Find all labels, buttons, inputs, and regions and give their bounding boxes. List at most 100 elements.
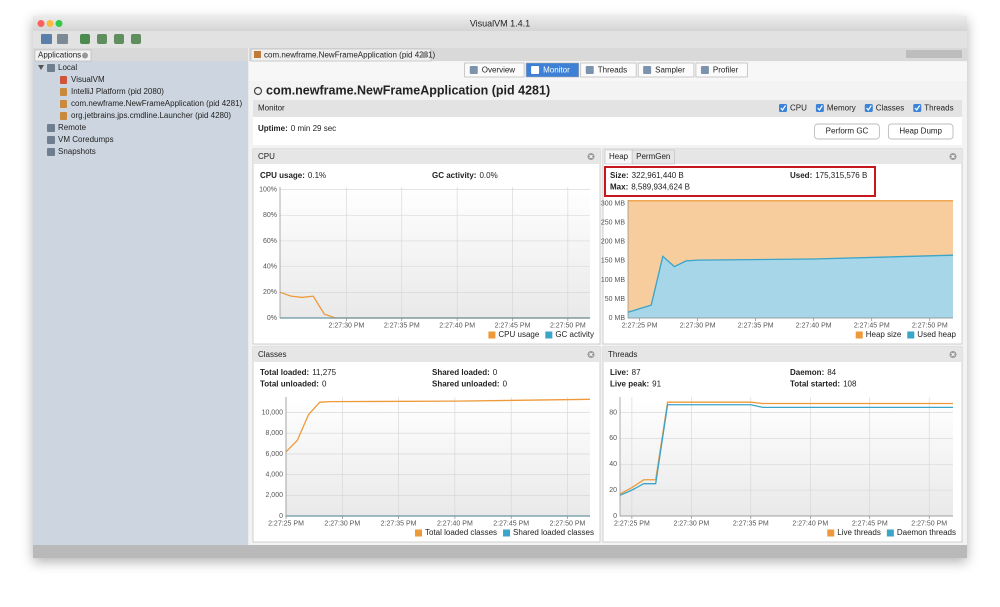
x-tick-label: 2:27:50 PM [912, 322, 948, 329]
x-tick-label: 2:27:35 PM [733, 520, 769, 527]
view-tab[interactable] [637, 62, 695, 78]
tree-item[interactable]: org.jetbrains.jps.cmdline.Launcher (pid … [71, 111, 231, 120]
x-tick-label: 2:27:50 PM [911, 520, 947, 527]
tab-close[interactable] [421, 52, 427, 58]
stat-value: 84 [827, 368, 836, 377]
y-tick-label: 100 MB [601, 277, 625, 284]
button-label[interactable]: Heap Dump [899, 127, 942, 136]
legend-label: GC activity [555, 330, 594, 339]
tree-item[interactable]: VM Coredumps [58, 135, 114, 144]
legend-swatch [907, 331, 915, 339]
toolbar-icon[interactable] [80, 34, 90, 44]
highlight-box [604, 166, 876, 197]
tree-item[interactable]: IntelliJ Platform (pid 2080) [71, 87, 164, 96]
tree-item[interactable]: Snapshots [58, 147, 96, 156]
x-tick-label: 2:27:30 PM [329, 322, 365, 329]
checkbox-label[interactable]: Memory [827, 104, 856, 113]
axis [627, 200, 953, 319]
x-tick-label: 2:27:40 PM [437, 520, 473, 527]
y-tick-label: 40% [263, 263, 277, 270]
legend-label: Used heap [917, 330, 956, 339]
view-tab-label[interactable]: Threads [598, 66, 627, 75]
status-bar [33, 545, 967, 558]
button[interactable] [814, 123, 880, 140]
checkbox[interactable] [913, 104, 922, 112]
title-bar [33, 16, 967, 31]
tree-item[interactable]: Local [58, 63, 77, 72]
toolbar-icon[interactable] [41, 34, 52, 44]
toolbar-icon[interactable] [97, 34, 107, 44]
sidebar-tab-label[interactable]: Applications [38, 51, 81, 60]
tree-toggle[interactable] [38, 65, 44, 70]
view-tab-label[interactable]: Sampler [655, 66, 685, 75]
x-tick-label: 2:27:35 PM [381, 520, 417, 527]
button-label[interactable]: Perform GC [826, 127, 869, 136]
view-tab-label[interactable]: Profiler [713, 66, 739, 75]
view-tab-label[interactable]: Overview [482, 66, 516, 75]
checkbox[interactable] [864, 104, 873, 112]
x-tick-label: 2:27:25 PM [622, 322, 658, 329]
checkmark [914, 105, 921, 111]
view-tab-label[interactable]: Monitor [543, 66, 570, 75]
stat-value: 0 [322, 380, 327, 389]
y-tick-label: 150 MB [601, 258, 625, 265]
toolbar-icon[interactable] [114, 34, 124, 44]
x-tick-label: 2:27:40 PM [439, 322, 475, 329]
close-button[interactable] [37, 20, 45, 27]
axis [619, 397, 953, 517]
window-title: VisualVM 1.4.1 [470, 18, 530, 28]
checkbox-label[interactable]: CPU [790, 104, 807, 113]
checkbox[interactable] [815, 104, 824, 112]
legend-swatch [545, 331, 553, 339]
checkbox[interactable] [779, 104, 787, 112]
legend-swatch [488, 331, 496, 339]
stat-label: Shared loaded: [432, 368, 490, 377]
legend-swatch [855, 331, 863, 339]
toolbar-icon[interactable] [57, 34, 68, 44]
tree-item[interactable]: VisualVM [71, 75, 105, 84]
x-tick-label: 2:27:40 PM [792, 520, 828, 527]
plot-area [280, 187, 590, 318]
tree-icon [47, 124, 55, 132]
toolbar [33, 31, 967, 48]
checkbox-label[interactable]: Threads [924, 104, 953, 113]
checkbox-label[interactable]: Classes [876, 104, 904, 113]
panel-tab[interactable] [631, 149, 675, 165]
panel-title: Classes [258, 350, 286, 359]
view-tab[interactable] [580, 62, 637, 78]
document-tab-label[interactable]: com.newframe.NewFrameApplication (pid 42… [264, 51, 436, 60]
x-tick-label: 2:27:45 PM [493, 520, 529, 527]
panel-tab-label[interactable]: PermGen [636, 152, 670, 161]
tree-item[interactable]: com.newframe.NewFrameApplication (pid 42… [71, 99, 243, 108]
tab-close[interactable] [82, 52, 88, 59]
tree-icon [60, 100, 67, 108]
legend-label: Shared loaded classes [513, 528, 594, 537]
area [628, 255, 953, 318]
stat-label: Size: [610, 171, 629, 180]
window-controls [906, 50, 962, 58]
view-tab[interactable] [525, 62, 580, 78]
y-tick-label: 40 [609, 461, 617, 468]
minimize-button[interactable] [46, 20, 54, 27]
y-tick-label: 0 [279, 513, 283, 520]
document-tab[interactable] [250, 48, 432, 62]
line [627, 254, 954, 313]
y-tick-label: 80% [263, 212, 277, 219]
button[interactable] [887, 123, 954, 140]
x-tick-label: 2:27:35 PM [384, 322, 420, 329]
sidebar-tab[interactable] [34, 49, 92, 62]
toolbar-icon[interactable] [131, 34, 141, 44]
panel-title: Threads [608, 350, 637, 359]
view-tab[interactable] [464, 62, 525, 78]
x-tick-label: 2:27:25 PM [614, 520, 650, 527]
panel-tab-label[interactable]: Heap [609, 152, 629, 161]
tree-item[interactable]: Remote [58, 123, 87, 132]
stat-label: Daemon: [790, 368, 824, 377]
x-tick-label: 2:27:50 PM [550, 520, 586, 527]
panel-header [253, 347, 600, 362]
tree-icon [60, 88, 67, 96]
uptime-value: 0 min 29 sec [291, 124, 336, 133]
zoom-button[interactable] [55, 20, 63, 27]
refresh-icon [253, 86, 263, 96]
